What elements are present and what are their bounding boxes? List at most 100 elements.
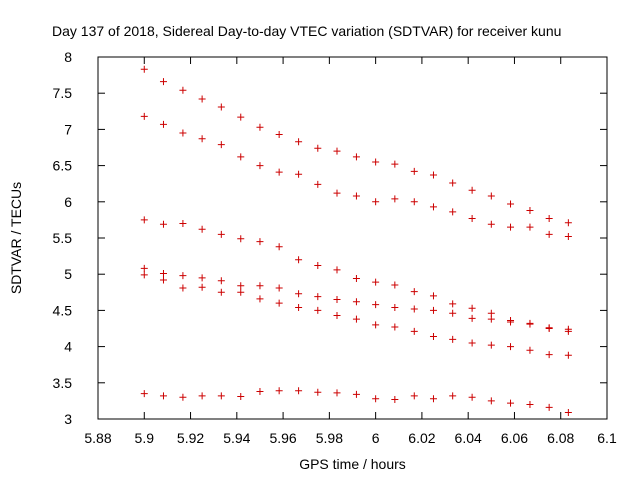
data-point-s4 bbox=[429, 306, 437, 314]
tick-labels: 5.88 5.9 5.92 5.94 5.96 5.98 6 6.02 6.04 6.06 6.08… bbox=[53, 49, 617, 446]
data-point-s2 bbox=[487, 220, 495, 228]
data-point-s2 bbox=[564, 233, 572, 241]
data-point-s3 bbox=[159, 220, 167, 228]
data-point-s5 bbox=[314, 306, 322, 314]
y-axis-title: SDTVAR / TECUs bbox=[8, 182, 24, 294]
y-tick-label: 7 bbox=[64, 121, 72, 137]
x-axis-title: GPS time / hours bbox=[299, 456, 406, 472]
data-point-s3 bbox=[275, 243, 283, 251]
data-point-s6 bbox=[449, 392, 457, 400]
data-point-s1 bbox=[391, 160, 399, 168]
x-tick-label: 5.96 bbox=[269, 430, 296, 446]
data-point-s2 bbox=[449, 208, 457, 216]
data-point-s4 bbox=[526, 320, 534, 328]
data-point-s6 bbox=[217, 392, 225, 400]
data-point-s5 bbox=[333, 311, 341, 319]
data-point-s3 bbox=[410, 288, 418, 296]
data-point-s2 bbox=[295, 170, 303, 178]
data-point-s3 bbox=[333, 266, 341, 274]
data-point-s3 bbox=[179, 220, 187, 228]
data-point-s1 bbox=[352, 153, 360, 161]
data-point-s6 bbox=[237, 393, 245, 401]
data-point-s4 bbox=[314, 293, 322, 301]
data-point-s6 bbox=[256, 387, 264, 395]
data-point-s3 bbox=[198, 225, 206, 233]
data-point-s6 bbox=[179, 393, 187, 401]
data-point-s1 bbox=[237, 113, 245, 121]
data-point-s1 bbox=[159, 78, 167, 86]
data-point-s1 bbox=[526, 206, 534, 214]
x-tick-label: 6.1 bbox=[597, 430, 617, 446]
data-point-s6 bbox=[391, 395, 399, 403]
data-point-s4 bbox=[545, 325, 553, 332]
x-tick-label: 6.08 bbox=[547, 430, 574, 446]
data-point-s4 bbox=[140, 264, 148, 272]
data-point-s3 bbox=[391, 281, 399, 289]
data-point-s4 bbox=[295, 290, 303, 298]
data-point-s6 bbox=[295, 387, 303, 395]
y-tick-label: 4 bbox=[64, 339, 72, 355]
data-point-s6 bbox=[198, 392, 206, 400]
data-point-s5 bbox=[372, 321, 380, 329]
data-point-s5 bbox=[217, 288, 225, 296]
data-points bbox=[140, 65, 572, 416]
data-point-s6 bbox=[429, 395, 437, 403]
y-tick-label: 7.5 bbox=[53, 85, 73, 101]
data-point-s2 bbox=[545, 230, 553, 238]
data-point-s5 bbox=[429, 332, 437, 340]
data-point-s4 bbox=[372, 301, 380, 309]
data-point-s1 bbox=[564, 219, 572, 227]
data-point-s1 bbox=[410, 167, 418, 175]
data-point-s6 bbox=[564, 408, 572, 416]
y-tick-label: 3.5 bbox=[53, 375, 73, 391]
data-point-s6 bbox=[314, 388, 322, 396]
data-point-s4 bbox=[275, 284, 283, 292]
data-point-s2 bbox=[275, 168, 283, 176]
data-point-s5 bbox=[179, 284, 187, 292]
data-point-s5 bbox=[391, 323, 399, 331]
data-point-s6 bbox=[275, 387, 283, 395]
x-tick-label: 6 bbox=[372, 430, 380, 446]
data-point-s6 bbox=[487, 397, 495, 405]
data-point-s4 bbox=[333, 296, 341, 304]
data-point-s1 bbox=[333, 147, 341, 155]
data-point-s4 bbox=[352, 298, 360, 306]
data-point-s5 bbox=[564, 351, 572, 359]
data-point-s1 bbox=[198, 95, 206, 103]
data-point-s5 bbox=[256, 295, 264, 303]
chart-title: Day 137 of 2018, Sidereal Day-to-day VTE… bbox=[52, 23, 561, 39]
x-tick-label: 6.06 bbox=[501, 430, 528, 446]
data-point-s2 bbox=[140, 112, 148, 120]
data-point-s3 bbox=[256, 238, 264, 246]
data-point-s1 bbox=[507, 200, 515, 208]
data-point-s2 bbox=[352, 192, 360, 200]
data-point-s4 bbox=[391, 304, 399, 312]
y-tick-label: 6 bbox=[64, 194, 72, 210]
data-point-s1 bbox=[449, 179, 457, 187]
data-point-s3 bbox=[217, 230, 225, 238]
plot-frame bbox=[97, 56, 608, 420]
y-tick-label: 3 bbox=[64, 411, 72, 427]
data-point-s2 bbox=[391, 195, 399, 203]
data-point-s4 bbox=[468, 314, 476, 322]
data-point-s1 bbox=[140, 65, 148, 73]
data-point-s6 bbox=[526, 401, 534, 409]
data-point-s5 bbox=[468, 339, 476, 347]
data-point-s4 bbox=[507, 318, 515, 326]
data-point-s5 bbox=[487, 341, 495, 349]
data-point-s6 bbox=[159, 392, 167, 400]
data-point-s5 bbox=[352, 315, 360, 323]
data-point-s6 bbox=[507, 399, 515, 407]
data-point-s1 bbox=[487, 192, 495, 200]
data-point-s2 bbox=[159, 120, 167, 128]
data-point-s3 bbox=[429, 292, 437, 300]
data-point-s5 bbox=[526, 346, 534, 354]
data-point-s4 bbox=[449, 309, 457, 317]
data-point-s5 bbox=[198, 283, 206, 291]
data-point-s4 bbox=[179, 272, 187, 280]
data-point-s6 bbox=[140, 390, 148, 398]
y-tick-label: 5.5 bbox=[53, 230, 73, 246]
y-tick-label: 8 bbox=[64, 49, 72, 65]
